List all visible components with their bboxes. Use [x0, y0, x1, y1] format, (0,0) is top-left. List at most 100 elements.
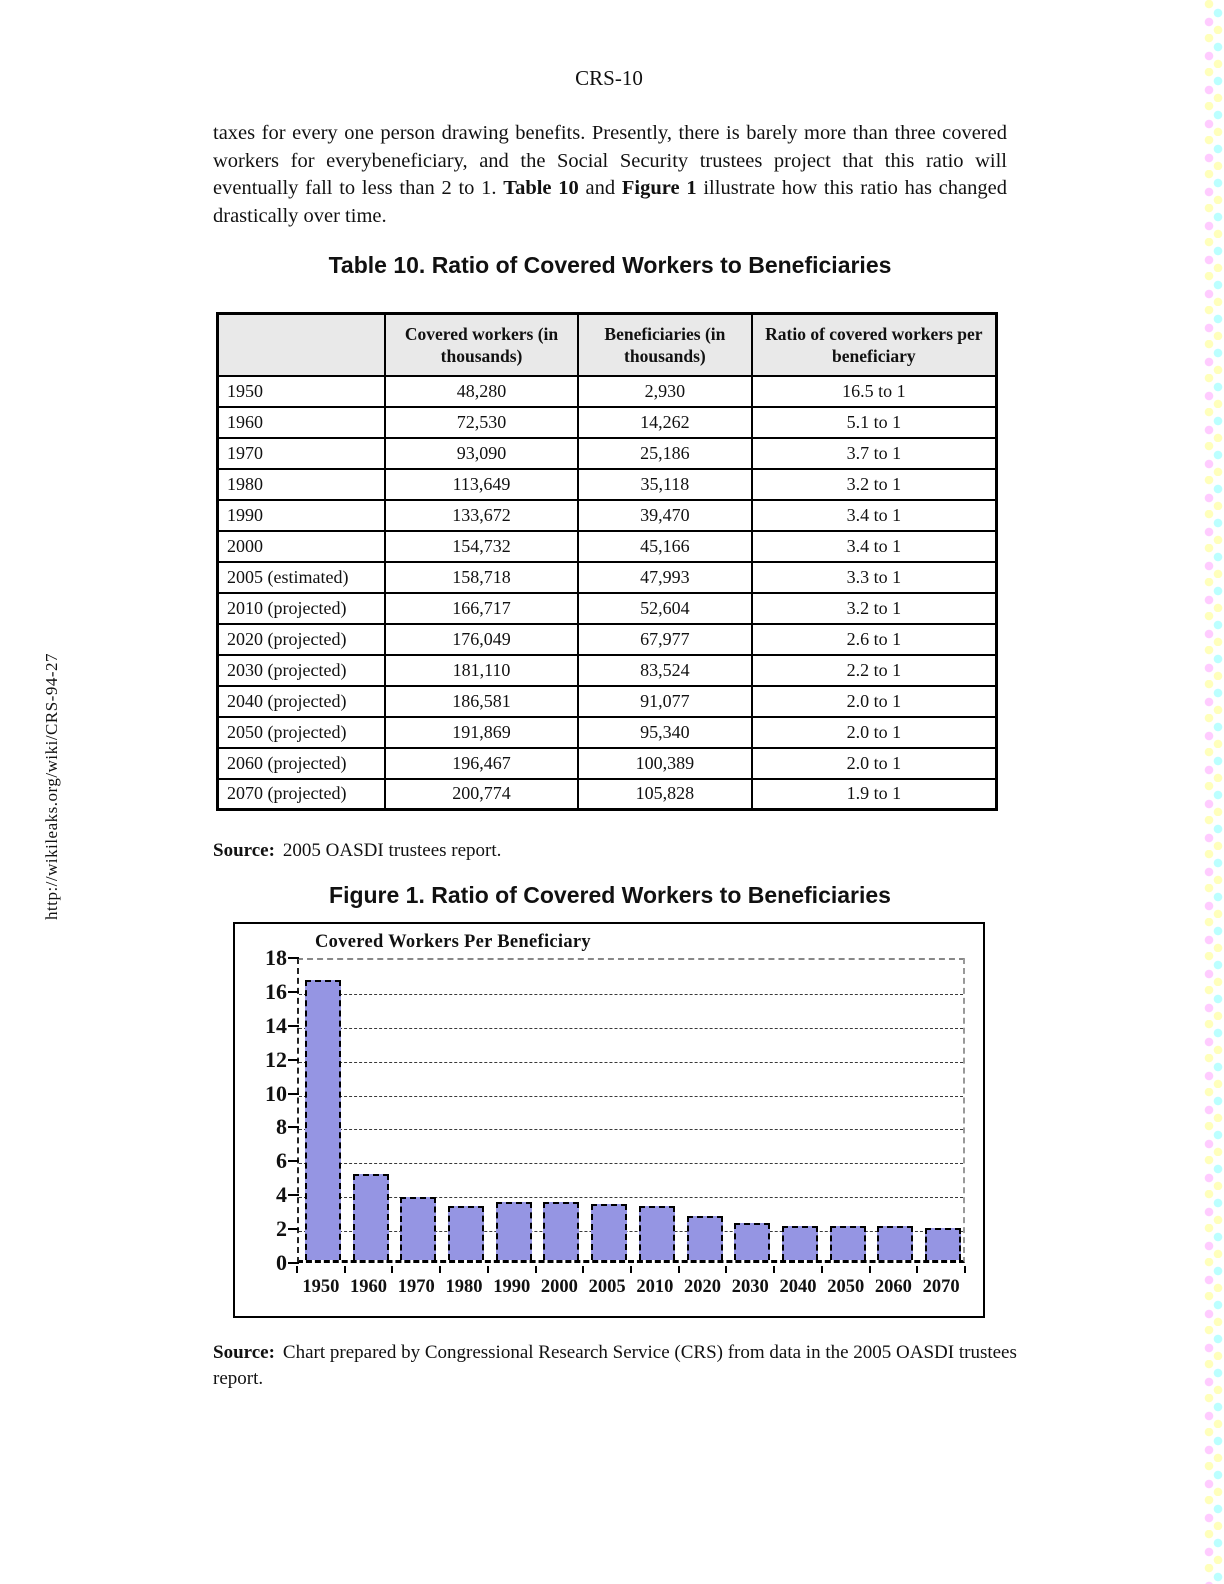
table-row: 2060 (projected) 196,467 100,389 2.0 to 1	[216, 746, 998, 780]
x-tick-label: 2030	[731, 1277, 769, 1297]
bar-2050	[829, 1226, 866, 1260]
value-cell: 100,389	[577, 746, 753, 780]
value-cell: 3.4 to 1	[750, 529, 998, 563]
bold-run: Figure 1	[621, 177, 697, 199]
value-cell: 186,581	[383, 684, 580, 718]
bar-1990	[495, 1202, 532, 1260]
table-row: 2050 (projected) 191,869 95,340 2.0 to 1	[216, 715, 998, 749]
y-tick-label: 0	[276, 1250, 287, 1275]
x-tick-label: 2040	[779, 1277, 817, 1297]
column-header	[216, 312, 386, 377]
year-cell: 1970	[216, 436, 386, 470]
gridline	[299, 1061, 963, 1063]
value-cell: 181,110	[383, 653, 580, 687]
source-label: Source:	[213, 1342, 275, 1363]
value-cell: 191,869	[383, 715, 580, 749]
x-tick-label: 2005	[588, 1277, 626, 1297]
table-row: 2070 (projected) 200,774 105,828 1.9 to 1	[216, 777, 998, 811]
y-tick-label: 6	[276, 1148, 287, 1174]
gridline	[299, 1129, 963, 1131]
year-cell: 2030 (projected)	[216, 653, 386, 687]
bar-1980	[448, 1205, 484, 1260]
column-header: Beneficiaries (in thousands)	[577, 312, 753, 377]
value-cell: 45,166	[577, 529, 753, 563]
x-tick-label: 1970	[397, 1277, 435, 1297]
table-row: 2020 (projected) 176,049 67,977 2.6 to 1	[216, 622, 998, 656]
year-cell: 2040 (projected)	[216, 684, 386, 718]
table-row: 2000 154,732 45,166 3.4 to 1	[216, 529, 998, 563]
bold-run: Table 10	[503, 177, 579, 199]
plot-area	[297, 958, 965, 1263]
x-tick-mark	[725, 1266, 728, 1273]
year-cell: 1990	[216, 498, 386, 532]
value-cell: 3.7 to 1	[750, 436, 998, 470]
y-tick-label: 2	[276, 1216, 287, 1242]
scan-watermark-strip	[1204, 0, 1224, 1584]
y-tick-mark	[288, 1126, 299, 1129]
table-row: 1980 113,649 35,118 3.2 to 1	[216, 467, 998, 501]
sidebar-url: http://wikileaks.org/wiki/CRS-94-27	[42, 653, 61, 920]
value-cell: 72,530	[383, 405, 580, 439]
x-tick-mark	[582, 1266, 585, 1273]
x-tick-label: 2070	[922, 1277, 960, 1297]
value-cell: 93,090	[383, 436, 580, 470]
value-cell: 5.1 to 1	[750, 405, 998, 439]
table-source: Source: 2005 OASDI trustees report.	[213, 838, 1021, 864]
table-row: 2010 (projected) 166,717 52,604 3.2 to 1	[216, 591, 998, 625]
chart-title: Covered Workers Per Beneficiary	[315, 932, 591, 952]
year-cell: 2070 (projected)	[216, 777, 386, 811]
value-cell: 14,262	[577, 405, 753, 439]
x-tick-label: 1980	[445, 1277, 483, 1297]
x-tick-label: 1960	[350, 1277, 388, 1297]
bar-1970	[400, 1197, 437, 1260]
x-tick-mark	[964, 1266, 966, 1273]
y-tick-label: 4	[276, 1182, 287, 1208]
y-tick-label: 8	[276, 1114, 287, 1140]
y-tick-mark	[288, 990, 299, 993]
y-tick-mark	[288, 1228, 299, 1231]
y-tick-label: 14	[265, 1012, 287, 1038]
value-cell: 2,930	[577, 374, 753, 408]
x-tick-mark	[486, 1266, 489, 1273]
bar-2040	[782, 1226, 818, 1260]
x-tick-label: 2020	[684, 1277, 722, 1297]
value-cell: 3.4 to 1	[750, 498, 998, 532]
table-row: 1970 93,090 25,186 3.7 to 1	[216, 436, 998, 470]
value-cell: 2.0 to 1	[750, 715, 998, 749]
gridline	[299, 993, 963, 995]
value-cell: 158,718	[383, 560, 580, 594]
figure-source: Source: Chart prepared by Congressional R…	[213, 1340, 1021, 1392]
bar-2010	[638, 1205, 675, 1260]
value-cell: 2.2 to 1	[750, 653, 998, 687]
page-number: CRS-10	[575, 66, 643, 90]
year-cell: 2010 (projected)	[216, 591, 386, 625]
x-tick-mark	[630, 1266, 632, 1273]
value-cell: 16.5 to 1	[750, 374, 998, 408]
value-cell: 2.6 to 1	[750, 622, 998, 656]
y-tick-label: 16	[265, 978, 287, 1004]
value-cell: 176,049	[383, 622, 580, 656]
y-tick-label: 12	[265, 1046, 287, 1072]
y-tick-mark	[288, 1194, 299, 1197]
value-cell: 113,649	[383, 467, 580, 501]
table-row: 1990 133,672 39,470 3.4 to 1	[216, 498, 998, 532]
y-tick-mark	[288, 1058, 299, 1061]
gridline	[299, 1095, 963, 1097]
x-tick-mark	[820, 1266, 823, 1273]
gridline	[299, 1197, 963, 1199]
ratio-table: Covered workers (in thousands) Beneficiar…	[216, 312, 998, 811]
bar-2020	[686, 1215, 723, 1260]
value-cell: 196,467	[383, 746, 580, 780]
x-tick-label: 1950	[302, 1277, 340, 1297]
column-header: Ratio of covered workers per beneficiary	[750, 312, 998, 377]
bar-1950	[304, 980, 341, 1260]
bar-2000	[543, 1202, 580, 1260]
bar-2060	[877, 1226, 914, 1260]
text-run: taxes for every one person drawing benef…	[213, 122, 1007, 199]
value-cell: 154,732	[383, 529, 580, 563]
y-tick-mark	[288, 1160, 299, 1163]
x-tick-label: 1990	[493, 1277, 531, 1297]
y-tick-mark	[288, 1092, 299, 1095]
gridline	[299, 1027, 963, 1029]
